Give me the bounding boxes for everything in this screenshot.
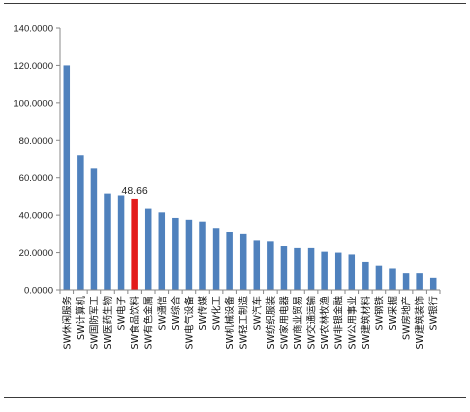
y-tick-label: 80.0000	[19, 136, 53, 147]
x-category-label: SW非银金融	[333, 296, 345, 350]
bar	[348, 254, 356, 290]
bar	[185, 219, 193, 290]
bar	[63, 65, 71, 290]
bar	[117, 195, 125, 290]
bar	[158, 212, 166, 290]
x-category-label: SW纺织服装	[265, 296, 277, 350]
y-tick-label: 0.0000	[24, 286, 53, 297]
bar-series	[63, 65, 437, 290]
x-category-label: SW房地产	[401, 296, 413, 340]
bar	[172, 217, 179, 290]
x-category-label: SW计算机	[75, 296, 87, 340]
bar	[402, 273, 410, 290]
bar	[77, 155, 84, 290]
y-tick-label: 60.0000	[19, 173, 53, 184]
x-category-label: SW食品饮料	[129, 296, 141, 350]
x-category-label: SW电子	[116, 296, 128, 331]
x-category-label: SW传媒	[197, 296, 209, 331]
x-category-label: SW医药生物	[102, 296, 114, 350]
bar	[131, 198, 138, 290]
bar	[267, 241, 274, 290]
x-category-label: SW轻工制造	[238, 296, 250, 350]
bar	[199, 221, 206, 290]
x-category-label: SW家用电器	[278, 296, 290, 350]
bar	[362, 261, 369, 290]
y-tick-label: 20.0000	[19, 248, 53, 259]
bar	[212, 228, 220, 290]
bar	[389, 268, 396, 290]
bar	[429, 277, 437, 290]
x-category-label: SW银行	[428, 296, 440, 331]
bar	[253, 240, 261, 290]
y-tick-label: 140.0000	[13, 24, 53, 35]
y-tick-label: 120.0000	[13, 61, 53, 72]
x-category-label: SW农林牧渔	[319, 296, 331, 350]
x-category-label: SW采掘	[387, 296, 399, 330]
bar	[239, 233, 247, 290]
category-labels: SW休闲服务 SW计算机 SW国防军工 SW医药生物 SW电子 SW食品饮料 SW有色金属 S…	[61, 296, 439, 350]
x-category-label: SW综合	[170, 296, 182, 331]
x-category-label: SW国防军工	[88, 296, 100, 350]
bar	[90, 168, 98, 290]
x-category-label: SW电气设备	[183, 296, 195, 350]
y-axis: 0.0000 20.0000 40.0000 60.0000 80.0000 100.00…	[13, 24, 61, 297]
data-labels: 48.66	[122, 185, 148, 197]
bar	[294, 247, 301, 290]
x-category-label: SW公用事业	[346, 296, 358, 349]
x-category-label: SW通信	[156, 296, 168, 330]
bar	[416, 273, 423, 290]
x-category-label: SW钢铁	[373, 296, 385, 331]
bar	[104, 193, 111, 290]
bottom-rule	[4, 397, 466, 398]
x-category-label: SW化工	[211, 296, 223, 331]
x-category-label: SW汽车	[251, 296, 263, 330]
bar	[334, 252, 342, 290]
top-rule	[4, 3, 466, 4]
x-category-label: SW有色金属	[143, 296, 155, 349]
bar	[144, 208, 152, 290]
data-label: 48.66	[122, 185, 148, 197]
bar	[226, 231, 233, 290]
x-category-label: SW交通运输	[306, 296, 318, 350]
x-category-label: SW建筑材料	[360, 296, 372, 350]
x-category-label: SW商业贸易	[292, 296, 304, 349]
bar	[375, 265, 383, 290]
y-tick-label: 40.0000	[19, 211, 53, 222]
bar	[280, 246, 288, 290]
x-category-label: SW机械设备	[224, 296, 236, 350]
y-tick-label: 100.0000	[13, 98, 53, 109]
x-category-label: SW休闲服务	[61, 296, 73, 350]
bar	[307, 247, 315, 290]
x-category-label: SW建筑装饰	[414, 296, 426, 349]
bar	[321, 251, 328, 290]
x-axis	[59, 289, 441, 294]
